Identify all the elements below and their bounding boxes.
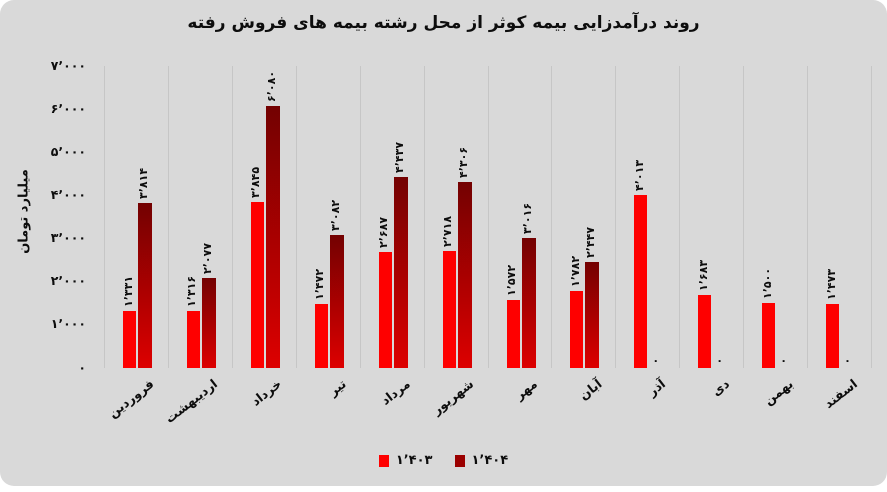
category-column: ۱٬۶۸۳ ۰ دی	[679, 66, 743, 399]
bar-series-۱٬۴۰۴	[521, 238, 536, 368]
bar-series-۱٬۴۰۳	[698, 295, 712, 368]
bar-value-label: ۱٬۳۱۶	[185, 275, 199, 307]
x-tick-label: بهمن	[761, 376, 796, 408]
bar-value-label: ۲٬۷۱۸	[441, 215, 455, 247]
legend-swatch-1403	[378, 454, 389, 467]
bar-value-label: ۳٬۸۱۴	[137, 167, 150, 199]
plot-area: ۱٬۳۳۱ ۳٬۸۱۴ فروردین ۱٬۳۱۶ ۲٬۰۷۷ اردیبهشت ۳٬۸۴۵…	[104, 66, 872, 426]
category-column: ۱٬۳۳۱ ۳٬۸۱۴ فروردین	[104, 66, 168, 421]
category-column: ۱٬۷۸۲ ۲٬۴۴۷ آبان	[551, 66, 615, 403]
category-column: ۱٬۵۰۰ ۰ بهمن	[743, 66, 807, 408]
bar-value-label: ۱٬۳۳۱	[121, 275, 135, 307]
x-tick-label: دی	[708, 376, 733, 399]
bar-series-۱٬۴۰۴	[265, 106, 280, 368]
bar-series-۱٬۴۰۳	[762, 303, 776, 368]
bar-series-۱٬۴۰۴	[457, 182, 472, 368]
bar-zero-label: ۰	[780, 354, 787, 367]
legend-entry-1403: ۱٬۴۰۳	[378, 453, 433, 468]
bar-series-۱٬۴۰۴	[585, 262, 600, 368]
bar-value-label: ۳٬۸۴۵	[249, 166, 263, 198]
bar-value-label: ۲٬۴۴۷	[584, 226, 598, 258]
bar-series-۱٬۴۰۴	[138, 203, 152, 368]
legend-entry-1404: ۱٬۴۰۴	[454, 453, 509, 468]
bar-value-label: ۱٬۶۸۳	[696, 259, 710, 291]
category-column: ۱٬۳۱۶ ۲٬۰۷۷ اردیبهشت	[163, 66, 232, 426]
x-tick-label: تیر	[325, 376, 349, 399]
category-column: ۱٬۵۷۲ ۳٬۰۱۶ مهر	[487, 66, 552, 402]
bar-series-۱٬۴۰۳	[634, 195, 648, 368]
legend-label-1403: ۱٬۴۰۳	[395, 453, 433, 468]
y-tick-label: ۱٬۰۰۰	[50, 316, 86, 332]
x-tick-label: فروردین	[105, 376, 157, 421]
y-tick-label: ۳٬۰۰۰	[50, 230, 86, 246]
y-tick-label: ۶٬۰۰۰	[50, 100, 86, 116]
x-tick-label: آبان	[575, 376, 605, 403]
bar-value-label: ۳٬۰۱۶	[520, 202, 534, 234]
bar-value-label: ۱٬۵۰۰	[760, 267, 774, 299]
bar-value-label: ۴٬۰۱۳	[632, 159, 646, 191]
bar-value-label: ۱٬۴۷۲	[313, 268, 327, 300]
x-tick-label: مهر	[512, 376, 541, 403]
bar-series-۱٬۴۰۳	[186, 311, 200, 368]
bar-series-۱٬۴۰۴	[201, 278, 216, 368]
x-tick-label: اردیبهشت	[162, 376, 221, 426]
bar-value-label: ۳٬۰۸۲	[328, 199, 342, 231]
bar-value-label: ۲٬۶۸۷	[377, 216, 391, 248]
category-column: ۱٬۴۷۳ ۰ اسفند	[807, 66, 871, 411]
y-tick-label: ۲٬۰۰۰	[50, 273, 86, 289]
x-tick-label: خرداد	[248, 376, 285, 409]
legend-swatch-1404	[454, 454, 465, 467]
legend: ۱٬۴۰۳ ۱٬۴۰۴	[0, 453, 887, 468]
category-column: ۱٬۴۷۲ ۳٬۰۸۲ تیر	[295, 66, 360, 399]
bar-series-۱٬۴۰۳	[826, 304, 840, 368]
bar-series-۱٬۴۰۳	[442, 251, 456, 368]
y-axis-ticks: ۷٬۰۰۰ ۶٬۰۰۰ ۵٬۰۰۰ ۴٬۰۰۰ ۳٬۰۰۰ ۲٬۰۰۰ ۱٬۰۰۰ ۰	[0, 58, 92, 375]
y-tick-label: ۴٬۰۰۰	[50, 186, 86, 202]
bar-zero-label: ۰	[844, 354, 851, 367]
bar-value-label: ۱٬۷۸۲	[568, 255, 582, 287]
y-tick-label: ۷٬۰۰۰	[50, 57, 86, 73]
bar-series-۱٬۴۰۴	[393, 177, 408, 368]
bar-series-۱٬۴۰۳	[314, 304, 328, 368]
y-tick-label: ۵٬۰۰۰	[50, 143, 86, 159]
bar-value-label: ۱٬۵۷۲	[505, 264, 519, 296]
bar-series-۱٬۴۰۳	[250, 202, 264, 368]
legend-label-1404: ۱٬۴۰۴	[471, 453, 509, 468]
category-column: ۴٬۰۱۳ ۰ آذر	[615, 66, 679, 399]
x-tick-label: شهریور	[429, 376, 477, 418]
x-tick-label: مرداد	[377, 376, 413, 408]
x-tick-label: اسفند	[820, 376, 860, 412]
bar-series-۱٬۴۰۳	[123, 311, 136, 368]
bar-series-۱٬۴۰۳	[570, 291, 584, 368]
bar-value-label: ۴٬۴۳۷	[392, 141, 406, 173]
bar-series-۱٬۴۰۳	[506, 300, 520, 368]
y-tick-label: ۰	[78, 359, 86, 375]
bar-series-۱٬۴۰۳	[378, 252, 392, 368]
bar-zero-label: ۰	[716, 354, 724, 367]
x-tick-label: آذر	[644, 376, 669, 399]
category-column: ۳٬۸۴۵ ۶٬۰۸۰ خرداد	[231, 66, 296, 409]
chart-title: روند درآمدزایی بیمه کوثر از محل رشته بیم…	[187, 13, 700, 33]
bar-value-label: ۶٬۰۸۰	[264, 70, 278, 102]
bar-value-label: ۴٬۳۰۶	[456, 146, 470, 178]
bar-value-label: ۲٬۰۷۷	[200, 242, 214, 274]
bar-zero-label: ۰	[652, 354, 660, 367]
bar-value-label: ۱٬۴۷۳	[824, 268, 838, 300]
bar-series-۱٬۴۰۴	[329, 235, 344, 368]
category-column: ۲٬۷۱۸ ۴٬۳۰۶ شهریور	[423, 66, 488, 417]
category-column: ۲٬۶۸۷ ۴٬۴۳۷ مرداد	[359, 66, 424, 408]
